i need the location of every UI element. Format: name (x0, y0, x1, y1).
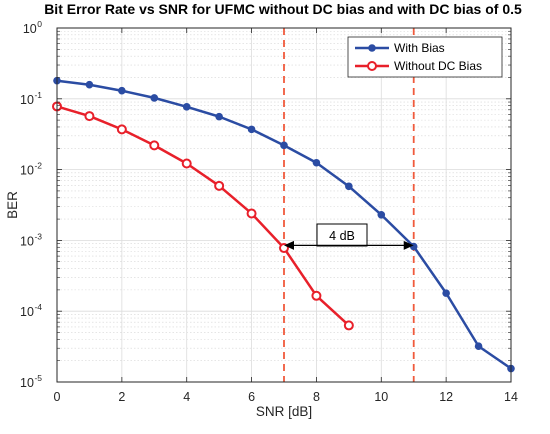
y-tick-label: 10-3 (20, 231, 42, 248)
data-point-series-0 (182, 103, 191, 111)
legend-marker-with-bias (368, 44, 376, 52)
data-point-series-1 (149, 140, 160, 151)
y-axis-label: BER (5, 191, 20, 219)
minor-grid (57, 30, 511, 361)
y-tick-label: 10-4 (20, 302, 42, 319)
data-point-series-1 (181, 158, 192, 169)
data-point-series-0 (312, 158, 321, 167)
y-tick-label: 10-5 (20, 373, 42, 390)
data-point-series-1 (116, 124, 127, 135)
data-point-series-0 (442, 289, 450, 297)
x-tick-label: 2 (118, 390, 125, 404)
data-point-series-0 (280, 141, 288, 150)
y-tick-label: 100 (23, 19, 42, 36)
data-point-series-0 (377, 210, 386, 219)
y-tick-exponent: -5 (34, 373, 42, 383)
x-tick-label: 12 (439, 390, 453, 404)
x-tick-label: 4 (183, 390, 190, 404)
data-point-series-0 (85, 80, 94, 89)
data-point-series-1 (246, 208, 257, 219)
x-tick-label: 10 (374, 390, 388, 404)
data-point-series-1 (311, 290, 322, 301)
legend-label-with-bias: With Bias (394, 41, 445, 55)
axis-ticks (56, 27, 512, 383)
x-axis-label: SNR [dB] (256, 404, 312, 419)
series-line-1 (56, 105, 350, 327)
plot-frame (56, 27, 512, 383)
y-tick-exponent: -4 (34, 302, 42, 312)
y-tick-label: 10-1 (20, 90, 42, 107)
data-point-series-0 (247, 125, 256, 134)
y-tick-exponent: -2 (34, 161, 42, 171)
arrowhead-left (284, 240, 294, 250)
x-tick-label: 6 (248, 390, 255, 404)
data-point-series-0 (345, 182, 353, 191)
x-tick-label: 14 (504, 390, 518, 404)
data-point-series-1 (343, 320, 354, 331)
x-tick-label: 8 (313, 390, 320, 404)
db-gap-annotation: 4 dB (284, 223, 414, 250)
arrowhead-right (403, 240, 414, 250)
legend-marker-without-dc-bias (367, 61, 377, 71)
data-point-series-0 (118, 86, 126, 95)
data-point-series-0 (150, 94, 159, 102)
reference-lines (283, 28, 415, 382)
data-point-series-0 (474, 342, 483, 351)
y-tick-exponent: -3 (34, 231, 42, 241)
y-tick-exponent: 0 (37, 19, 42, 29)
data-point-series-1 (214, 180, 225, 191)
legend: With Bias Without DC Bias (347, 36, 503, 78)
data-point-series-0 (215, 112, 223, 121)
legend-label-without-dc-bias: Without DC Bias (394, 59, 482, 73)
y-tick-labels: 100 10-1 10-2 10-3 10-4 10-5 (20, 19, 42, 390)
y-tick-label: 10-2 (20, 161, 42, 178)
data-point-series-1 (84, 111, 95, 122)
chart-title: Bit Error Rate vs SNR for UFMC without D… (44, 1, 522, 17)
x-tick-label: 0 (54, 390, 61, 404)
x-tick-labels: 0 2 4 6 8 10 12 14 (54, 390, 518, 404)
annotation-label: 4 dB (329, 229, 355, 243)
y-tick-exponent: -1 (34, 90, 42, 100)
series-layer (52, 76, 515, 373)
